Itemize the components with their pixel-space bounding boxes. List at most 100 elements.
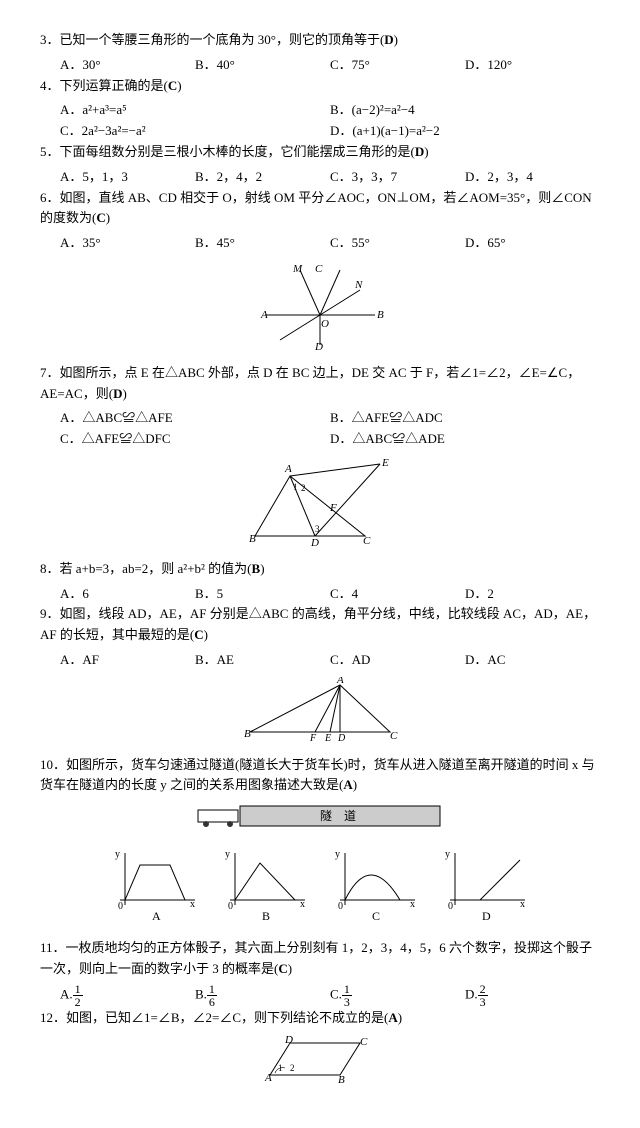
q12-stem: 12．如图，已知∠1=∠B，∠2=∠C，则下列结论不成立的是(A): [40, 1008, 600, 1029]
svg-text:D: D: [337, 733, 346, 742]
q5-stem: 5．下面每组数分别是三根小木棒的长度，它们能摆成三角形的是(D): [40, 142, 600, 163]
q9-stem: 9．如图，线段 AD，AE，AF 分别是△ABC 的高线，角平分线，中线，比较线…: [40, 604, 600, 646]
svg-text:x: x: [190, 899, 195, 910]
svg-text:A: A: [260, 309, 268, 321]
q12-figure: A B C D 1 2: [40, 1035, 600, 1092]
q9-a: A．AF: [60, 650, 195, 671]
svg-text:E: E: [381, 457, 389, 469]
svg-text:D: D: [310, 537, 319, 546]
q7-stem: 7．如图所示，点 E 在△ABC 外部，点 D 在 BC 边上，DE 交 AC …: [40, 363, 600, 405]
q6-ans: C: [96, 210, 105, 225]
svg-text:B: B: [244, 728, 251, 740]
q11-ans: C: [278, 961, 287, 976]
svg-text:A: A: [284, 463, 292, 475]
q9-figure: B A C F E D: [40, 677, 600, 749]
q6-a: A．35°: [60, 233, 195, 254]
q3-c: C．75°: [330, 55, 465, 76]
svg-text:B: B: [262, 909, 270, 923]
q8-options: A．6B．5C．4D．2: [60, 584, 600, 605]
q4-a: A．a²+a³=a⁵: [60, 100, 330, 121]
q4-ans: C: [168, 78, 177, 93]
q4-b: B．(a−2)²=a²−4: [330, 100, 600, 121]
q5-d: D．2，3，4: [465, 167, 600, 188]
svg-text:2: 2: [290, 1063, 295, 1073]
q6-options: A．35°B．45°C．55°D．65°: [60, 233, 600, 254]
svg-text:B: B: [249, 533, 256, 545]
svg-text:隧 道: 隧 道: [320, 808, 356, 823]
q7-b: B．△AFE≌△ADC: [330, 408, 600, 429]
svg-text:A: A: [264, 1072, 272, 1084]
svg-text:F: F: [309, 733, 317, 742]
q10-stem: 10．如图所示，货车匀速通过隧道(隧道长大于货车长)时，货车从进入隧道至离开隧道…: [40, 755, 600, 797]
svg-text:y: y: [445, 849, 450, 860]
svg-text:N: N: [354, 279, 363, 291]
svg-text:C: C: [363, 535, 371, 546]
q3-a: A．30°: [60, 55, 195, 76]
q7-opts2: C．△AFE≌△DFCD．△ABC≌△ADE: [60, 429, 600, 450]
q10-ans: A: [343, 777, 352, 792]
q3-stem: 3．已知一个等腰三角形的一个底角为 30°，则它的顶角等于(D): [40, 30, 600, 51]
q3-ans: D: [384, 32, 393, 47]
svg-text:O: O: [321, 318, 329, 330]
q4-opts1: A．a²+a³=a⁵B．(a−2)²=a²−4: [60, 100, 600, 121]
q3-options: A．30°B．40°C．75°D．120°: [60, 55, 600, 76]
q8-b: B．5: [195, 584, 330, 605]
q6-c: C．55°: [330, 233, 465, 254]
q9-d: D．AC: [465, 650, 600, 671]
q3-d: D．120°: [465, 55, 600, 76]
q4-stem: 4．下列运算正确的是(C): [40, 76, 600, 97]
svg-text:C: C: [372, 909, 380, 923]
svg-text:y: y: [115, 849, 120, 860]
q8-a: A．6: [60, 584, 195, 605]
q7-a: A．△ABC≌△AFE: [60, 408, 330, 429]
svg-text:0: 0: [228, 901, 233, 912]
q7-opts1: A．△ABC≌△AFEB．△AFE≌△ADC: [60, 408, 600, 429]
svg-text:C: C: [360, 1036, 368, 1048]
svg-text:x: x: [300, 899, 305, 910]
svg-text:0: 0: [448, 901, 453, 912]
q8-d: D．2: [465, 584, 600, 605]
svg-text:x: x: [410, 899, 415, 910]
svg-text:1: 1: [293, 482, 298, 492]
q6-d: D．65°: [465, 233, 600, 254]
q7-ans: D: [113, 386, 122, 401]
q11-d: D.23: [465, 983, 600, 1008]
q6-figure: A B N C M O D: [40, 260, 600, 357]
q11-b: B.16: [195, 983, 330, 1008]
svg-text:E: E: [324, 733, 331, 742]
svg-text:B: B: [338, 1074, 345, 1085]
q4-d: D．(a+1)(a−1)=a²−2: [330, 121, 600, 142]
svg-text:D: D: [314, 341, 323, 350]
q10-tunnel: 隧 道: [40, 802, 600, 839]
q7-figure: B A C E D F 1 2 3: [40, 456, 600, 553]
q5-c: C．3，3，7: [330, 167, 465, 188]
q5-b: B．2，4，2: [195, 167, 330, 188]
q6-b: B．45°: [195, 233, 330, 254]
svg-text:C: C: [390, 730, 398, 742]
svg-text:B: B: [377, 309, 384, 321]
q3-b: B．40°: [195, 55, 330, 76]
q4-c: C．2a²−3a²=−a²: [60, 121, 330, 142]
q7-c: C．△AFE≌△DFC: [60, 429, 330, 450]
q8-ans: B: [252, 561, 261, 576]
svg-text:2: 2: [301, 483, 306, 493]
q5-a: A．5，1，3: [60, 167, 195, 188]
svg-text:M: M: [292, 263, 303, 275]
svg-text:A: A: [336, 677, 344, 686]
q10-graphs: yx0 A yx0 B yx0 C yx0 D: [40, 845, 600, 932]
q9-c: C．AD: [330, 650, 465, 671]
q11-options: A.12 B.16 C.13 D.23: [60, 983, 600, 1008]
q5-options: A．5，1，3B．2，4，2C．3，3，7D．2，3，4: [60, 167, 600, 188]
svg-text:C: C: [315, 263, 323, 275]
q9-options: A．AFB．AEC．ADD．AC: [60, 650, 600, 671]
q4-opts2: C．2a²−3a²=−a²D．(a+1)(a−1)=a²−2: [60, 121, 600, 142]
svg-text:0: 0: [118, 901, 123, 912]
svg-text:y: y: [335, 849, 340, 860]
q11-stem: 11．一枚质地均匀的正方体骰子，其六面上分别刻有 1，2，3，4，5，6 六个数…: [40, 938, 600, 980]
q8-stem: 8．若 a+b=3，ab=2，则 a²+b² 的值为(B): [40, 559, 600, 580]
q6-stem: 6．如图，直线 AB、CD 相交于 O，射线 OM 平分∠AOC，ON⊥OM，若…: [40, 188, 600, 230]
svg-text:A: A: [152, 909, 161, 923]
q8-c: C．4: [330, 584, 465, 605]
q11-a: A.12: [60, 983, 195, 1008]
q12-ans: A: [388, 1010, 397, 1025]
